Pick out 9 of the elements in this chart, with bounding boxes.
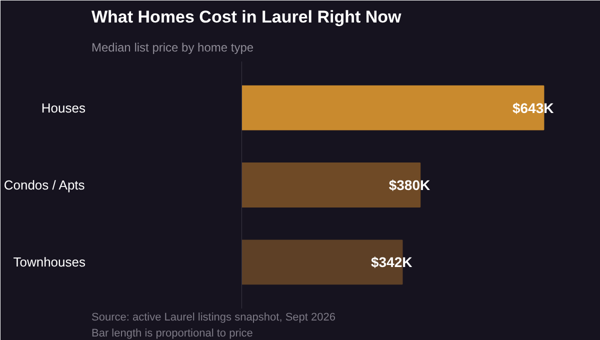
- text: Bar length is proportional to price: [92, 328, 253, 340]
- data-label: $380K: [388, 177, 430, 193]
- chart-subtitle: Median list price by home type: [92, 40, 254, 54]
- y-tick-label: Houses: [41, 100, 86, 116]
- y-tick-label: Condos / Apts: [4, 178, 86, 192]
- source-note: Source: active Laurel listings snapshot, Sept 2026: [92, 312, 336, 324]
- data-label: $342K: [370, 254, 412, 270]
- chart-title: What Homes Cost in Laurel Right Now: [92, 8, 402, 26]
- y-tick-label: Townhouses: [13, 254, 86, 270]
